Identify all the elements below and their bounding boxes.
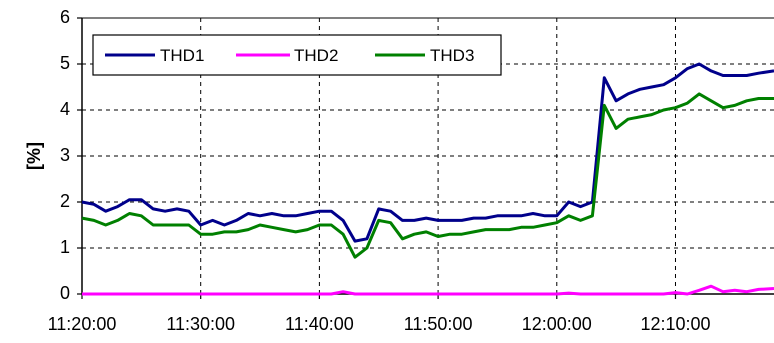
y-tick-label: 3 (60, 145, 70, 165)
x-tick-label: 11:20:00 (48, 314, 117, 334)
x-tick-label: 11:50:00 (404, 314, 473, 334)
series-lines (81, 62, 774, 296)
y-tick-label: 4 (60, 99, 70, 119)
legend-box (92, 34, 502, 76)
x-tick-label: 12:10:00 (640, 314, 710, 334)
series-line-thd3 (81, 92, 774, 259)
x-tick-label: 11:40:00 (285, 314, 354, 334)
y-axis-label: [%] (24, 142, 44, 170)
series-line-thd2 (82, 284, 774, 296)
x-tick-labels: 11:20:00 11:30:00 11:40:00 11:50:00 12:00:00… (48, 314, 711, 334)
y-tick-label: 0 (60, 283, 70, 303)
legend-label-thd2: THD2 (294, 46, 338, 65)
x-tick-label: 12:00:00 (522, 314, 592, 334)
y-tick-label: 2 (60, 191, 70, 211)
y-tick-label: 5 (60, 53, 70, 73)
y-tick-labels: 0 1 2 3 4 5 6 (60, 7, 70, 303)
y-tick-label: 1 (60, 237, 70, 257)
legend-label-thd3: THD3 (430, 46, 474, 65)
legend-label-thd1: THD1 (160, 46, 204, 65)
series-line-thd1 (81, 62, 774, 243)
legend: THD1 THD2 THD3 (92, 34, 502, 76)
y-tick-label: 6 (60, 7, 70, 27)
x-tick-label: 11:30:00 (166, 314, 235, 334)
